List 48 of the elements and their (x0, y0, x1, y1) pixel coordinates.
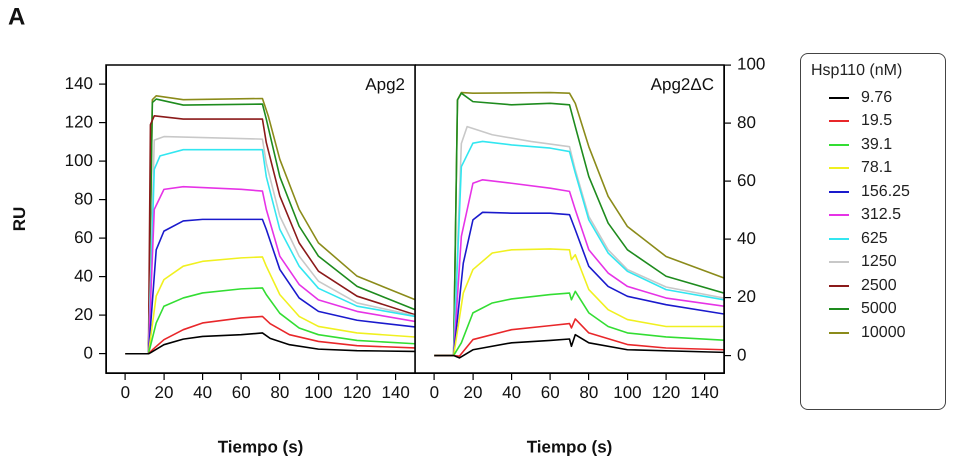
legend-label: 19.5 (861, 112, 892, 130)
y-tick-label: 60 (74, 228, 93, 247)
y-tick-label: 100 (737, 54, 766, 74)
legend-title: Hsp110 (nM) (811, 62, 904, 80)
annotation: Apg2ΔC (650, 75, 714, 94)
y-tick-label: 60 (737, 170, 756, 190)
x-tick-label: 20 (154, 382, 174, 402)
y-tick-label: 20 (74, 304, 93, 324)
x-tick-label: 80 (270, 382, 290, 402)
legend-label: 39.1 (861, 136, 892, 154)
y-tick-label: 80 (74, 189, 93, 208)
y-tick-label: 20 (737, 287, 756, 306)
x-tick-label: 60 (540, 382, 560, 402)
x-tick-label: 40 (502, 382, 522, 402)
x-tick-label: 140 (382, 382, 410, 402)
y-tick-label: 40 (737, 229, 756, 248)
legend-label: 1250 (861, 253, 897, 272)
x-tick-label: 60 (232, 382, 251, 402)
x-tick-label: 100 (613, 382, 642, 402)
y-tick-label: 0 (84, 343, 93, 362)
y-tick-label: 100 (64, 150, 93, 170)
x-axis-title: Tiempo (s) (526, 437, 612, 456)
x-tick-label: 140 (690, 382, 719, 402)
x-tick-label: 0 (120, 382, 130, 402)
chart-title: A (8, 4, 26, 31)
x-tick-label: 20 (463, 382, 482, 402)
legend-label: 625 (861, 230, 888, 248)
legend-label: 156.25 (861, 182, 910, 201)
x-tick-label: 120 (342, 382, 372, 402)
legend-label: 312.5 (861, 206, 902, 224)
y-tick-label: 40 (74, 266, 93, 286)
x-tick-label: 100 (304, 382, 333, 402)
legend-label: 9.76 (861, 88, 892, 107)
y-tick-label: 140 (64, 74, 93, 93)
y-axis-title: RU (10, 206, 29, 232)
y-tick-label: 0 (737, 345, 746, 364)
x-axis-title: Tiempo (s) (218, 437, 304, 456)
x-tick-label: 80 (579, 382, 598, 402)
annotation: Apg2 (365, 75, 405, 94)
x-tick-label: 40 (193, 382, 212, 402)
y-tick-label: 120 (64, 112, 93, 132)
legend-label: 5000 (861, 300, 897, 318)
y-tick-label: 80 (737, 112, 756, 132)
legend-label: 2500 (861, 276, 897, 295)
legend-label: 78.1 (861, 159, 892, 178)
x-tick-label: 0 (430, 382, 440, 402)
legend-label: 10000 (861, 324, 906, 342)
x-tick-label: 120 (652, 382, 680, 402)
